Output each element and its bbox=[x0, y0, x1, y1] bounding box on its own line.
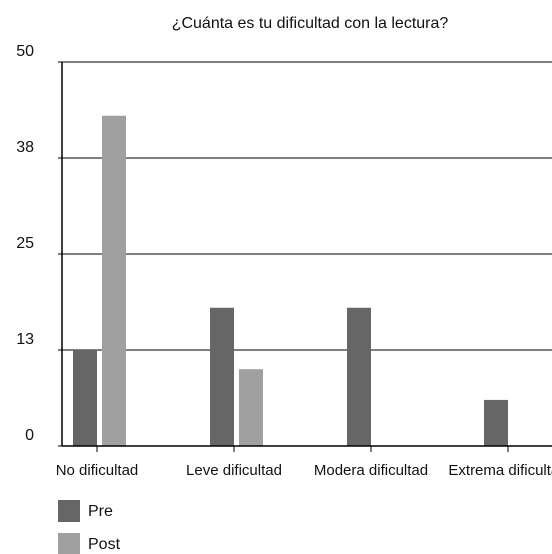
x-tick-label: Leve dificultad bbox=[186, 462, 282, 479]
bar bbox=[484, 399, 508, 446]
x-tick-label: Modera dificultad bbox=[313, 462, 429, 479]
legend-swatch bbox=[58, 500, 80, 522]
bar bbox=[347, 307, 371, 446]
x-tick-label: Extrema dificultad bbox=[448, 462, 552, 479]
y-tick-label: 38 bbox=[16, 139, 34, 156]
y-tick-label: 25 bbox=[16, 235, 34, 252]
y-tick-label: 13 bbox=[16, 331, 34, 348]
legend-label: Post bbox=[88, 536, 121, 553]
y-tick-label: 0 bbox=[25, 427, 34, 444]
y-tick-label: 50 bbox=[16, 43, 34, 60]
legend-swatch bbox=[58, 533, 80, 554]
bar bbox=[73, 350, 97, 446]
bar bbox=[102, 115, 126, 446]
chart-title: ¿Cuánta es tu dificultad con la lectura? bbox=[172, 15, 449, 32]
bar bbox=[239, 369, 263, 446]
x-tick-label: No dificultad bbox=[55, 462, 139, 479]
legend-label: Pre bbox=[88, 503, 113, 520]
bar bbox=[210, 307, 234, 446]
